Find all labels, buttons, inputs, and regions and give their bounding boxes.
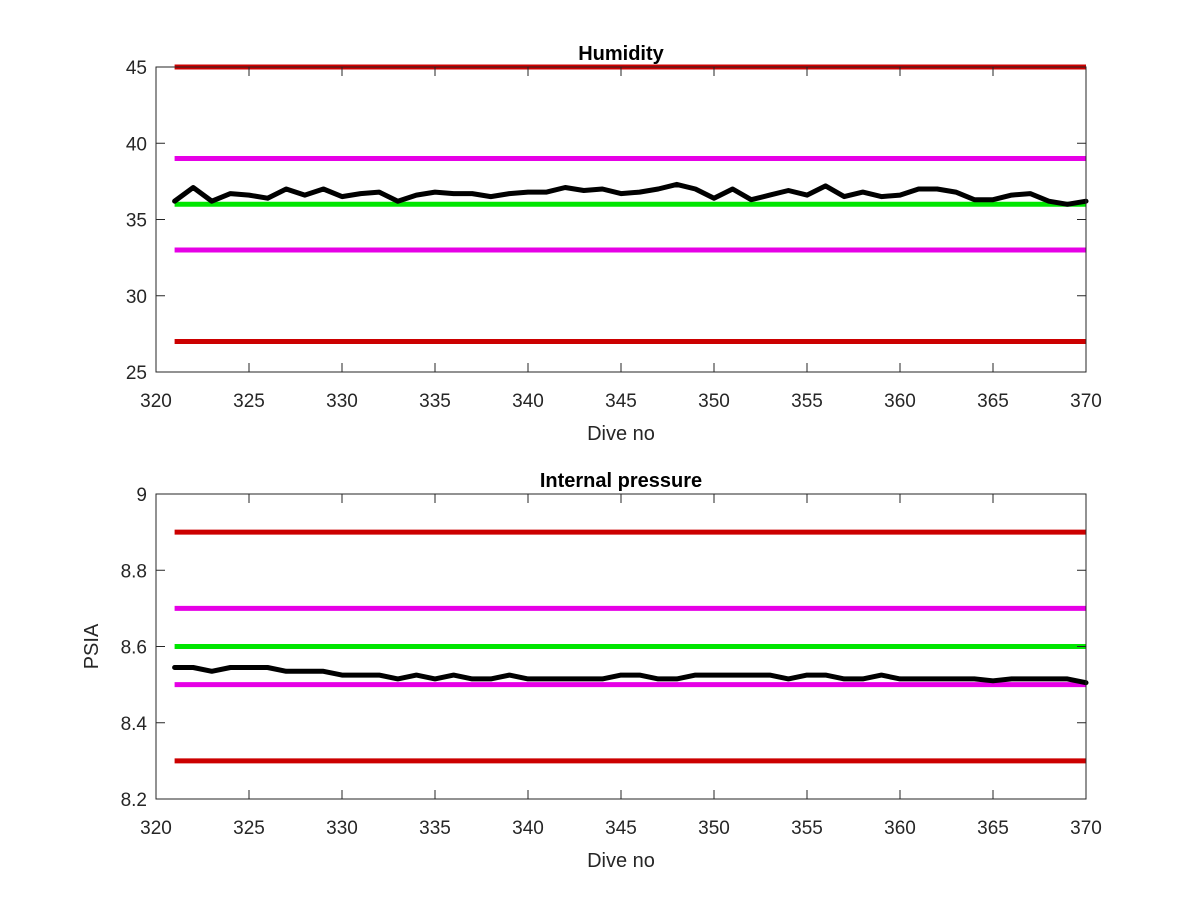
- x-tick-label: 320: [140, 391, 172, 412]
- x-tick-label: 370: [1070, 391, 1102, 412]
- y-tick-label: 40: [126, 134, 147, 155]
- x-tick-label: 330: [326, 818, 358, 839]
- x-axis-label: Dive no: [587, 850, 655, 872]
- y-axis-label: PSIA: [81, 623, 103, 669]
- y-tick-label: 8.8: [121, 561, 147, 582]
- x-tick-label: 350: [698, 391, 730, 412]
- x-tick-label: 340: [512, 391, 544, 412]
- x-tick-label: 355: [791, 818, 823, 839]
- x-tick-label: 335: [419, 391, 451, 412]
- chart-title: Internal pressure: [540, 470, 702, 492]
- x-tick-label: 350: [698, 818, 730, 839]
- data-series-line: [172, 665, 1089, 686]
- chart-title: Humidity: [578, 43, 664, 65]
- x-tick-label: 360: [884, 818, 916, 839]
- y-tick-label: 9: [136, 485, 147, 506]
- x-tick-label: 355: [791, 391, 823, 412]
- axes-box: [155, 66, 1087, 373]
- y-tick-label: 8.4: [121, 714, 148, 735]
- x-tick-label: 370: [1070, 818, 1102, 839]
- chart-panel-2: 320 325 330 335 340 345 350 355 360 365 370 8.2 8.4 8…: [81, 470, 1102, 872]
- x-tick-label: 320: [140, 818, 172, 839]
- y-tick-label: 8.2: [121, 790, 147, 811]
- y-tick-label: 8.6: [121, 638, 147, 659]
- x-tick-label: 325: [233, 391, 265, 412]
- x-tick-label: 325: [233, 818, 265, 839]
- data-series-line: [172, 181, 1089, 207]
- x-tick-label: 365: [977, 391, 1009, 412]
- y-tick-label: 30: [126, 287, 147, 308]
- chart-panel-1: 320 325 330 335 340 345 350 355 360 365 370 25 30 35 4…: [126, 43, 1102, 445]
- x-axis-label: Dive no: [587, 423, 655, 445]
- y-tick-label: 25: [126, 363, 147, 384]
- x-tick-label: 335: [419, 818, 451, 839]
- x-tick-label: 365: [977, 818, 1009, 839]
- y-tick-label: 35: [126, 211, 147, 232]
- y-tick-label: 45: [126, 58, 147, 79]
- x-tick-label: 340: [512, 818, 544, 839]
- x-tick-label: 345: [605, 391, 637, 412]
- x-tick-label: 330: [326, 391, 358, 412]
- x-tick-label: 345: [605, 818, 637, 839]
- x-tick-label: 360: [884, 391, 916, 412]
